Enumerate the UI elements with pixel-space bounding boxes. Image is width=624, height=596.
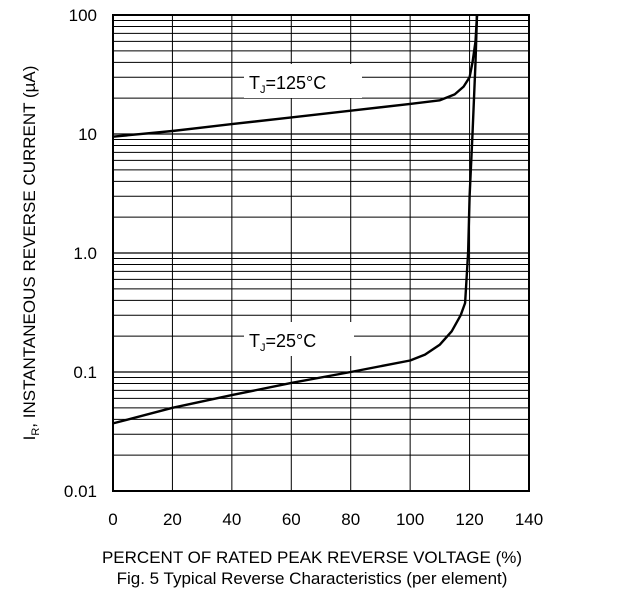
chart-series-group bbox=[112, 14, 479, 425]
x-axis-label: PERCENT OF RATED PEAK REVERSE VOLTAGE (%… bbox=[101, 548, 523, 567]
tj125-label-box bbox=[244, 64, 362, 98]
y-tick-label: 0.1 bbox=[73, 363, 97, 382]
x-tick-label: 40 bbox=[222, 510, 241, 529]
x-tick-labels: 0 20 40 60 80 100 120 140 bbox=[108, 510, 543, 529]
x-tick-label: 20 bbox=[163, 510, 182, 529]
y-axis-label-rest: , INSTANTANEOUS REVERSE CURRENT (µA) bbox=[20, 66, 39, 428]
y-tick-labels: 0.01 0.1 1.0 10 100 bbox=[64, 6, 97, 501]
x-tick-label: 100 bbox=[396, 510, 424, 529]
y-axis-label: IR, INSTANTANEOUS REVERSE CURRENT (µA) bbox=[20, 66, 42, 441]
tj25-label-sub: J bbox=[260, 342, 266, 354]
y-tick-label: 100 bbox=[69, 6, 97, 25]
y-axis-label-main: I bbox=[20, 436, 39, 441]
tj25-label-box bbox=[244, 322, 354, 356]
tj25-label-main: T bbox=[249, 331, 260, 351]
y-tick-label: 0.01 bbox=[64, 482, 97, 501]
y-tick-label: 10 bbox=[78, 125, 97, 144]
x-tick-label: 120 bbox=[455, 510, 483, 529]
y-tick-label: 1.0 bbox=[73, 244, 97, 263]
x-tick-label: 80 bbox=[341, 510, 360, 529]
x-tick-label: 0 bbox=[108, 510, 117, 529]
y-axis-label-sub: R bbox=[30, 428, 42, 436]
figure-caption: Fig. 5 Typical Reverse Characteristics (… bbox=[116, 569, 508, 588]
tj25-label: TJ=25°C bbox=[249, 331, 316, 354]
tj125-label-rest: =125°C bbox=[266, 73, 327, 93]
series-line-tj25 bbox=[112, 14, 479, 425]
x-tick-label: 140 bbox=[515, 510, 543, 529]
series-line-tj125 bbox=[112, 14, 479, 138]
tj125-label: TJ=125°C bbox=[249, 73, 326, 96]
tj125-label-sub: J bbox=[260, 84, 266, 96]
plot-frame bbox=[112, 14, 530, 492]
x-tick-label: 60 bbox=[282, 510, 301, 529]
tj25-label-rest: =25°C bbox=[266, 331, 317, 351]
tj125-label-main: T bbox=[249, 73, 260, 93]
